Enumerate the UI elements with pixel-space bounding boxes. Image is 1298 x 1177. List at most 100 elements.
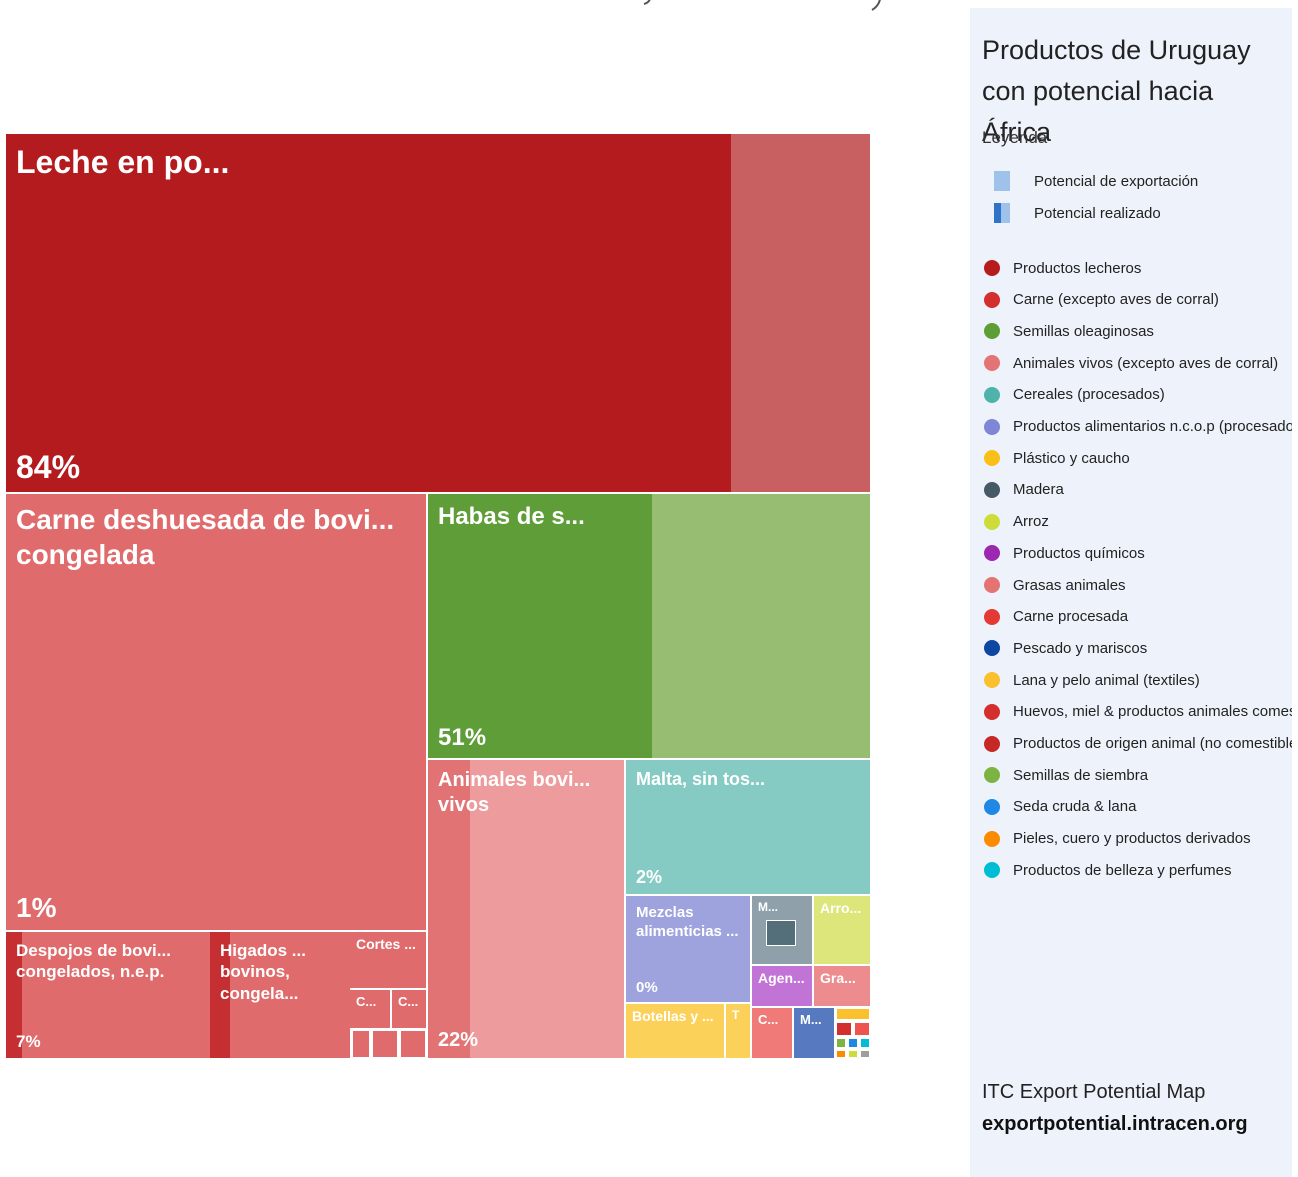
legend-item-label: Semillas oleaginosas (1013, 322, 1154, 340)
legend-panel: Productos de Uruguay con potencial hacia… (970, 8, 1292, 1177)
treemap-tile[interactable]: Animales bovi... vivos 22% (428, 760, 624, 1058)
legend-item[interactable]: Carne procesada (984, 605, 1128, 629)
realized-potential-fill (428, 494, 652, 758)
treemap-small-tile[interactable] (836, 1008, 870, 1020)
tile-label: Habas de s... (438, 503, 585, 530)
legend-item[interactable]: Arroz (984, 510, 1049, 534)
legend-item-label: Pescado y mariscos (1013, 639, 1148, 657)
legend-item[interactable]: Cereales (procesados) (984, 383, 1165, 407)
legend-dot-icon (984, 545, 1000, 562)
tile-label: Animales bovi... vivos (438, 769, 591, 816)
treemap-tile[interactable]: Mezclas alimenticias ... 0% (626, 896, 750, 1002)
legend-key-export-potential: Potencial de exportación (994, 170, 1198, 192)
legend-item[interactable]: Grasas animales (984, 573, 1126, 597)
treemap-tile[interactable]: Higados ... bovinos, congela... (210, 932, 350, 1058)
treemap-small-tile[interactable] (854, 1022, 870, 1036)
treemap-chart: Leche en po... 84% Carne deshuesada de bov… (6, 134, 870, 1058)
legend-dot-icon (984, 386, 1000, 403)
treemap-small-tile[interactable] (860, 1038, 870, 1048)
treemap-tile[interactable]: Carne deshuesada de bovi... congelada 1% (6, 494, 426, 930)
treemap-small-tile[interactable] (836, 1022, 852, 1036)
legend-dot-icon (984, 830, 1000, 847)
legend-item[interactable]: Productos de belleza y perfumes (984, 858, 1231, 882)
tile-label: Higados ... bovinos, congela... (220, 941, 306, 1003)
legend-item[interactable]: Pieles, cuero y productos derivados (984, 827, 1251, 851)
treemap-small-tile[interactable] (766, 920, 796, 946)
treemap-tile[interactable]: C... (350, 990, 390, 1028)
treemap-tile[interactable]: Agen... (752, 966, 812, 1006)
chart-title: Productos de Uruguay con potencial hacia… (982, 35, 1251, 147)
tile-label: Arro... (820, 900, 862, 916)
legend-item-label: Arroz (1013, 513, 1049, 531)
legend-item[interactable]: Plástico y caucho (984, 446, 1130, 470)
legend-item[interactable]: Pescado y mariscos (984, 636, 1147, 660)
source-url[interactable]: exportpotential.intracen.org (982, 1113, 1248, 1135)
treemap-tile[interactable]: Malta, sin tos... 2% (626, 760, 870, 894)
legend-dot-icon (984, 481, 1000, 498)
tile-label: T (732, 1008, 740, 1022)
tile-label: M... (800, 1012, 822, 1027)
legend-dot-icon (984, 450, 1000, 467)
legend-item-label: Carne (excepto aves de corral) (1013, 291, 1219, 309)
treemap-small-tile[interactable] (848, 1038, 858, 1048)
legend-item[interactable]: Semillas de siembra (984, 763, 1148, 787)
legend-item-label: Pieles, cuero y productos derivados (1013, 830, 1251, 848)
treemap-small-tile[interactable] (836, 1050, 846, 1058)
legend-item[interactable]: Huevos, miel & productos animales comest… (984, 700, 1292, 724)
legend-item-label: Grasas animales (1013, 576, 1126, 594)
legend-dot-icon (984, 418, 1000, 435)
treemap-tile[interactable]: T (726, 1004, 750, 1058)
legend-dot-icon (984, 735, 1000, 752)
legend-item-label: Huevos, miel & productos animales comest… (1013, 703, 1292, 721)
legend-item[interactable]: Animales vivos (excepto aves de corral) (984, 351, 1278, 375)
legend-item[interactable]: Lana y pelo animal (textiles) (984, 668, 1200, 692)
legend-item-label: Productos de origen animal (no comestibl… (1013, 735, 1292, 752)
legend-heading: Leyenda (982, 128, 1048, 147)
treemap-tile[interactable]: Despojos de bovi... congelados, n.e.p. 7% (6, 932, 210, 1058)
treemap-small-tile[interactable] (352, 1030, 370, 1058)
treemap-tile[interactable]: C... (392, 990, 426, 1028)
treemap-tile[interactable]: Arro... (814, 896, 870, 964)
tile-label: Leche en po... (16, 144, 230, 180)
legend-item[interactable]: Productos químicos (984, 541, 1145, 565)
treemap-tile[interactable]: Botellas y ... (626, 1004, 724, 1058)
legend-item-label: Productos alimentarios n.c.o.p (procesad… (1013, 418, 1292, 435)
realized-potential-fill (428, 760, 470, 1058)
legend-item[interactable]: Semillas oleaginosas (984, 319, 1154, 343)
tile-label: Despojos de bovi... congelados, n.e.p. (16, 941, 171, 982)
treemap-small-tile[interactable] (848, 1050, 858, 1058)
tile-realized-percent: 51% (438, 724, 487, 751)
treemap-small-tile[interactable] (372, 1030, 398, 1058)
treemap-small-tile[interactable] (836, 1038, 846, 1048)
treemap-tile[interactable]: Habas de s... 51% (428, 494, 870, 758)
treemap-tile[interactable]: Gra... (814, 966, 870, 1006)
treemap-tile[interactable]: Cortes ... (350, 932, 426, 988)
legend-item[interactable]: Productos de origen animal (no comestibl… (984, 732, 1292, 756)
legend-item[interactable]: Carne (excepto aves de corral) (984, 288, 1219, 312)
legend-item[interactable]: Seda cruda & lana (984, 795, 1136, 819)
legend-item-label: Productos lecheros (1013, 259, 1142, 277)
treemap-small-tile[interactable] (860, 1050, 870, 1058)
treemap-tile[interactable]: M... (794, 1008, 834, 1058)
legend-item[interactable]: Productos lecheros (984, 256, 1141, 280)
legend-item-label: Cereales (procesados) (1013, 386, 1165, 404)
tile-realized-percent: 0% (636, 979, 658, 996)
legend-dot-icon (984, 323, 1000, 340)
legend-item-label: Semillas de siembra (1013, 766, 1149, 784)
legend-item-label: Madera (1013, 481, 1064, 499)
tile-realized-percent: 2% (636, 867, 663, 887)
treemap-small-tile[interactable] (400, 1030, 426, 1058)
legend-item-label: Productos químicos (1013, 544, 1145, 562)
cropped-header-fragment (643, 0, 881, 11)
treemap-tile[interactable]: Leche en po... 84% (6, 134, 870, 492)
legend-key-label: Potencial de exportación (1034, 172, 1199, 190)
legend-item[interactable]: Productos alimentarios n.c.o.p (procesad… (984, 415, 1292, 439)
legend-item[interactable]: Madera (984, 478, 1064, 502)
split-square-icon (994, 203, 1010, 223)
tile-realized-percent: 22% (438, 1029, 479, 1051)
tile-realized-percent: 84% (16, 449, 81, 485)
light-square-icon (994, 171, 1010, 191)
treemap-tile[interactable]: C... (752, 1008, 792, 1058)
tile-label: Agen... (758, 970, 805, 986)
legend-item-label: Carne procesada (1013, 608, 1129, 626)
